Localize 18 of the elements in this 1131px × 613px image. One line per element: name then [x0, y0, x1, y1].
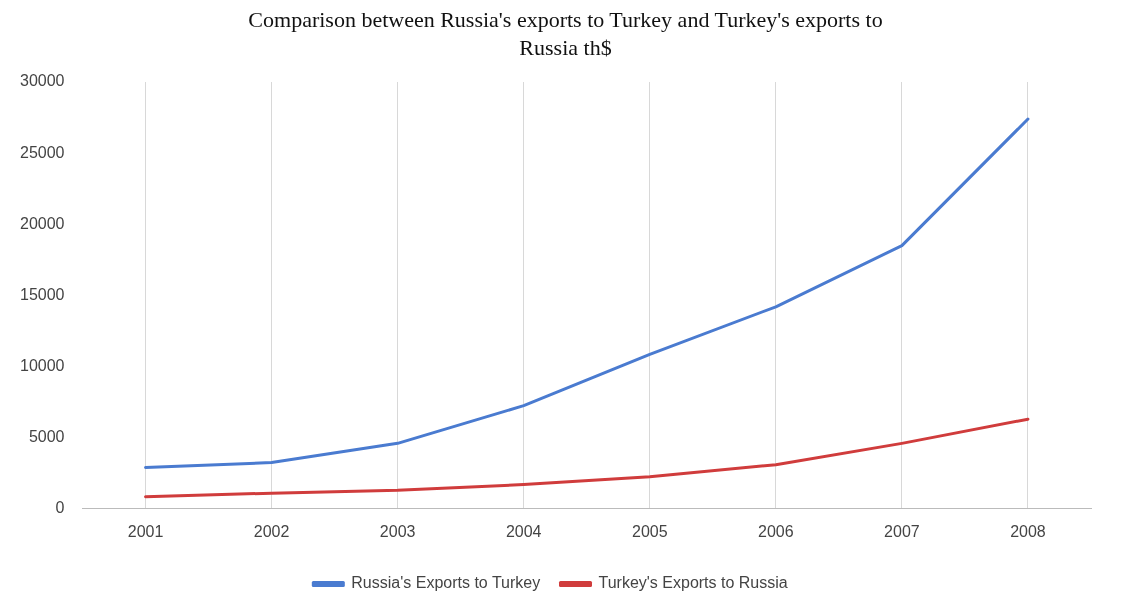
y-tick-label: 25000: [19, 143, 65, 161]
x-tick-label: 2007: [884, 522, 920, 540]
x-tick-label: 2006: [758, 522, 794, 540]
legend-label: Russia's Exports to Turkey: [351, 574, 541, 592]
y-tick-label: 0: [55, 499, 65, 517]
legend-label: Turkey's Exports to Russia: [598, 574, 788, 592]
x-tick-label: 2001: [127, 522, 164, 540]
chart-title: Comparison between Russia's exports to Turkey and Turkey's exports to Russia th$: [247, 6, 884, 62]
x-tick-label: 2004: [505, 522, 542, 540]
x-tick-label: 2003: [379, 522, 416, 540]
y-tick-label: 30000: [19, 72, 65, 90]
y-tick-label: 15000: [19, 285, 65, 303]
x-tick-label: 2008: [1010, 522, 1046, 540]
y-tick-label: 10000: [19, 356, 65, 374]
y-tick-label: 20000: [19, 214, 65, 232]
y-tick-label: 5000: [28, 428, 65, 446]
x-tick-label: 2002: [253, 522, 290, 540]
x-tick-label: 2005: [631, 522, 668, 540]
